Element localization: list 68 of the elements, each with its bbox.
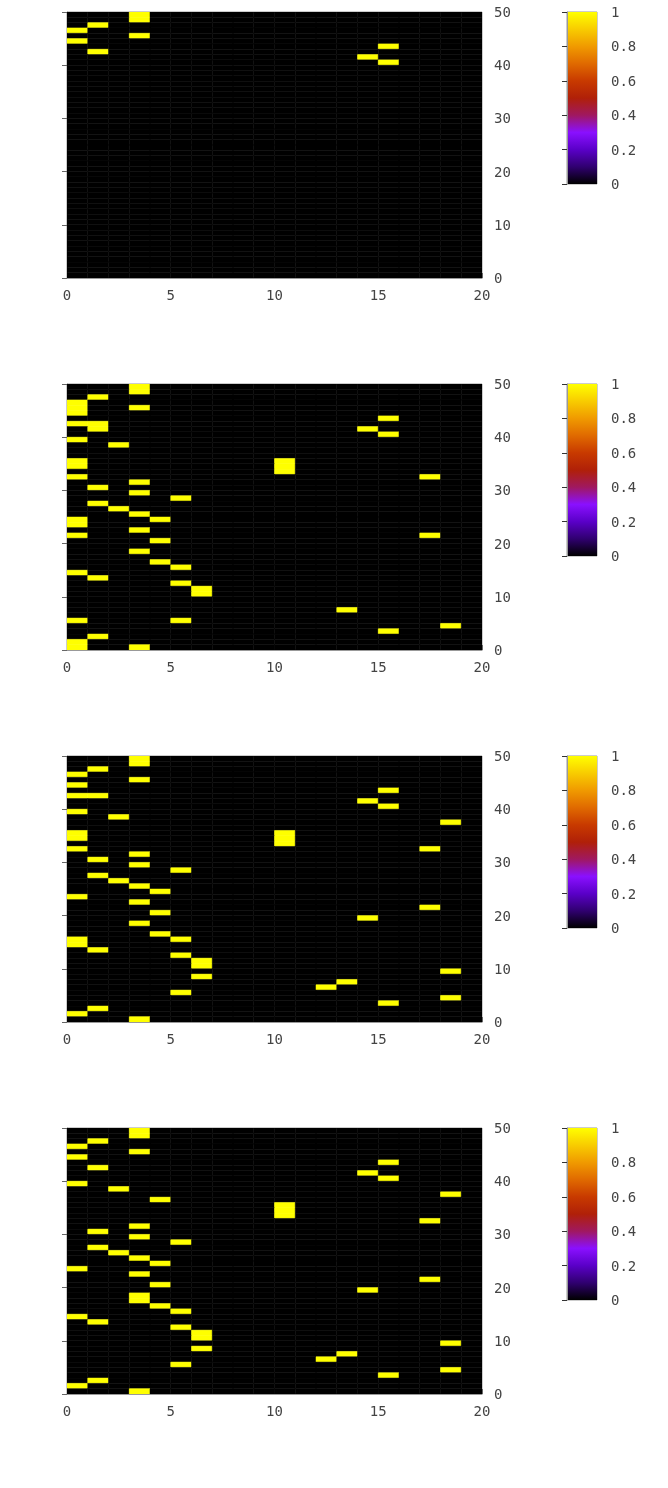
color-bar-label: 0.8 (611, 1154, 637, 1171)
y-tick-label: 0 (494, 1386, 503, 1402)
y-tick-label: 50 (494, 4, 511, 20)
y-tick-label: 10 (494, 216, 511, 233)
color-bar-label: 0.2 (611, 885, 637, 902)
color-bar-label: 0.6 (611, 816, 637, 833)
color-bar-label: 0.2 (611, 513, 637, 530)
y-tick-label: 10 (494, 1332, 511, 1349)
y-tick-label: 40 (494, 1173, 511, 1190)
x-tick-label: 0 (62, 659, 72, 675)
color-bar-label: 0.4 (611, 1223, 637, 1240)
y-tick-label: 10 (494, 960, 511, 977)
color-bar-label: 0.4 (611, 851, 637, 868)
y-tick-label: 50 (494, 748, 511, 764)
x-tick-label: 20 (473, 1031, 491, 1047)
y-tick-label: 20 (494, 907, 511, 924)
color-bar-label: 1 (611, 376, 620, 392)
color-bar-label: 1 (611, 1120, 620, 1136)
y-tick-label: 40 (494, 801, 511, 818)
x-tick-label: 0 (62, 1403, 72, 1419)
x-tick-label: 5 (166, 659, 175, 675)
color-bar-label: 0.8 (611, 782, 637, 799)
x-tick-label: 10 (266, 1031, 283, 1047)
y-tick-label: 20 (494, 1279, 511, 1296)
y-tick-label: 20 (494, 163, 511, 180)
y-tick-label: 30 (494, 854, 511, 871)
color-bar-label: 0.6 (611, 1188, 637, 1205)
x-tick-label: 0 (62, 1031, 72, 1047)
color-bar-label: 0 (611, 176, 620, 192)
y-tick-label: 0 (494, 1014, 503, 1030)
y-tick-label: 40 (494, 429, 511, 446)
color-bar-label: 0 (611, 920, 620, 936)
color-bar-label: 1 (611, 748, 620, 764)
color-bar-label: 1 (611, 4, 620, 20)
y-tick-label: 10 (494, 588, 511, 605)
x-tick-label: 5 (166, 1031, 175, 1047)
x-tick-label: 20 (473, 287, 491, 303)
x-tick-label: 5 (166, 1403, 175, 1419)
x-tick-label: 10 (266, 1403, 283, 1419)
color-bar-label: 0 (611, 548, 620, 564)
color-bar-label: 0.8 (611, 410, 637, 427)
color-bar-label: 0.2 (611, 141, 637, 158)
x-tick-label: 15 (369, 1403, 387, 1419)
x-tick-label: 15 (369, 1031, 387, 1047)
color-bar-label: 0.6 (611, 444, 637, 461)
x-tick-label: 20 (473, 1403, 491, 1419)
color-bar-label: 0 (611, 1292, 620, 1308)
y-tick-label: 30 (494, 1226, 511, 1243)
color-bar-label: 0.2 (611, 1257, 637, 1274)
x-tick-label: 15 (369, 659, 387, 675)
y-tick-label: 20 (494, 535, 511, 552)
color-bar-label: 0.4 (611, 479, 637, 496)
y-tick-label: 40 (494, 57, 511, 74)
x-tick-label: 20 (473, 659, 491, 675)
y-tick-label: 0 (494, 270, 503, 286)
x-tick-label: 15 (369, 287, 387, 303)
x-tick-label: 5 (166, 287, 175, 303)
x-tick-label: 0 (62, 287, 72, 303)
y-tick-label: 0 (494, 642, 503, 658)
color-bar-label: 0.4 (611, 107, 637, 124)
y-tick-label: 30 (494, 482, 511, 499)
color-bar-label: 0.6 (611, 72, 637, 89)
x-tick-label: 10 (266, 659, 283, 675)
y-tick-label: 30 (494, 110, 511, 127)
y-tick-label: 50 (494, 376, 511, 392)
x-tick-label: 10 (266, 287, 283, 303)
color-bar-label: 0.8 (611, 38, 637, 55)
y-tick-label: 50 (494, 1120, 511, 1136)
